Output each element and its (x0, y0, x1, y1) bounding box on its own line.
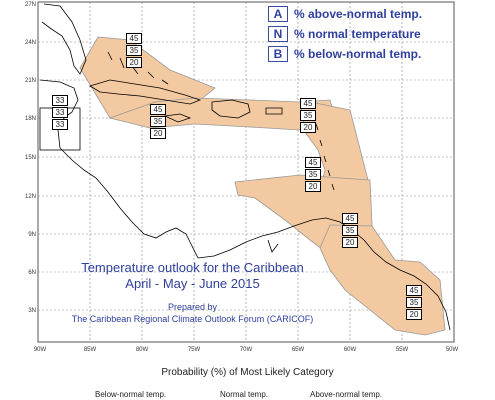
footer-below: Below-normal temp. (95, 390, 167, 399)
prob-box-windward: 45 35 20 (305, 157, 321, 193)
legend-label-normal: % normal temperature (294, 27, 421, 41)
prob-below: 33 (52, 119, 68, 130)
legend-label-above: % above-normal temp. (294, 7, 423, 21)
prepared-by: Prepared by (167, 302, 218, 312)
prob-box-belize: 33 33 33 (52, 95, 68, 131)
lon-label: 65W (292, 347, 305, 353)
lon-label: 90W (34, 347, 47, 353)
prob-box-guianas: 45 35 20 (406, 285, 422, 321)
prob-box-trinidad: 45 35 20 (342, 213, 358, 249)
prob-above: 45 (300, 98, 316, 109)
prob-normal: 33 (52, 107, 68, 118)
legend-key-below: B (268, 46, 288, 62)
prob-below: 20 (342, 237, 358, 248)
prob-above: 45 (406, 285, 422, 296)
lat-label: 24N (25, 40, 36, 46)
legend-row-normal: N % normal temperature (268, 25, 421, 43)
lat-label: 27N (25, 2, 36, 8)
prob-normal: 35 (300, 110, 316, 121)
lat-label: 6N (28, 270, 36, 276)
lat-label: 15N (25, 155, 36, 161)
prob-above: 45 (126, 33, 142, 44)
prob-normal: 35 (126, 45, 142, 56)
prob-box-greater-antilles: 45 35 20 (150, 104, 166, 140)
prob-box-leeward: 45 35 20 (300, 98, 316, 134)
footer-above: Above-normal temp. (310, 390, 383, 399)
prob-below: 20 (305, 181, 321, 192)
lat-label: 18N (25, 116, 36, 122)
lat-label: 9N (28, 232, 36, 238)
lon-labels: 90W 85W 80W 75W 70W 65W 60W 55W 50W (34, 347, 459, 353)
prob-above: 45 (342, 213, 358, 224)
prob-below: 20 (150, 128, 166, 139)
lon-label: 50W (446, 347, 459, 353)
lat-label: 12N (25, 194, 36, 200)
lon-label: 80W (136, 347, 149, 353)
prob-below: 20 (300, 122, 316, 133)
lat-labels: 27N 24N 21N 18N 15N 12N 9N 6N 3N (25, 2, 36, 314)
lon-label: 75W (188, 347, 201, 353)
prob-above: 33 (52, 95, 68, 106)
legend-label-below: % below-normal temp. (294, 47, 422, 61)
prob-normal: 35 (342, 225, 358, 236)
lon-label: 70W (240, 347, 253, 353)
map-subtitle: April - May - June 2015 (125, 276, 260, 291)
legend-row-below: B % below-normal temp. (268, 45, 421, 63)
lat-label: 21N (25, 78, 36, 84)
prob-normal: 35 (406, 297, 422, 308)
legend-row-above: A % above-normal temp. (268, 5, 422, 23)
prepared-org: The Caribbean Regional Climate Outlook F… (71, 314, 314, 324)
prob-below: 20 (406, 309, 422, 320)
prob-below: 20 (126, 57, 142, 68)
footer-normal: Normal temp. (220, 390, 269, 399)
outlook-map: 27N 24N 21N 18N 15N 12N 9N 6N 3N 90W 85W… (25, 1, 459, 353)
lon-label: 60W (344, 347, 357, 353)
prob-box-bahamas: 45 35 20 (126, 33, 142, 69)
legend-key-normal: N (268, 26, 288, 42)
prob-above: 45 (305, 157, 321, 168)
prob-normal: 35 (305, 169, 321, 180)
lon-label: 85W (84, 347, 97, 353)
map-title: Temperature outlook for the Caribbean (81, 260, 304, 275)
legend-key-above: A (268, 6, 288, 22)
lat-label: 3N (28, 308, 36, 314)
prob-above: 45 (150, 104, 166, 115)
lon-label: 55W (396, 347, 409, 353)
prob-normal: 35 (150, 116, 166, 127)
footer-title: Probability (%) of Most Likely Category (161, 367, 334, 378)
